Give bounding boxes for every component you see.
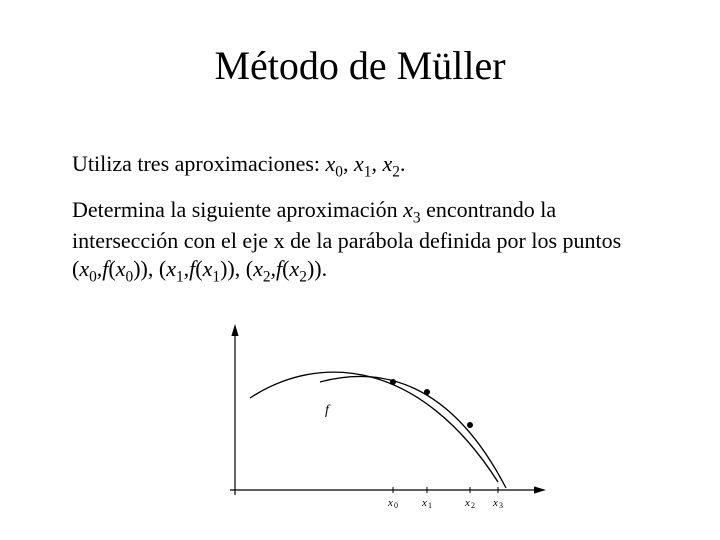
svg-text:0: 0 xyxy=(394,501,398,510)
p2-x0: x xyxy=(79,256,89,281)
svg-text:f: f xyxy=(325,403,331,418)
svg-text:3: 3 xyxy=(499,501,503,510)
p2-x3: x xyxy=(403,197,413,222)
p2-sep1: ), ( xyxy=(141,256,167,281)
body-text: Utiliza tres aproximaciones: x0, x1, x2.… xyxy=(72,150,648,300)
p2-o2: ( xyxy=(195,256,202,281)
p2-a: Determina la siguiente aproximación xyxy=(72,197,403,222)
p1-x1: x xyxy=(354,151,364,176)
svg-text:x: x xyxy=(387,497,393,509)
p1-s0: 0 xyxy=(335,163,343,180)
p2-c1: ) xyxy=(133,256,140,281)
p2-sep2: ), ( xyxy=(227,256,253,281)
p1-prefix: Utiliza tres aproximaciones: xyxy=(72,151,326,176)
p1-s2: 2 xyxy=(392,163,400,180)
muller-diagram: fx0x1x2x3 xyxy=(180,320,560,520)
p2-o1: ( xyxy=(108,256,115,281)
p2-s3: 3 xyxy=(413,209,421,226)
p2-x2: x xyxy=(253,256,263,281)
p2-x0b: x xyxy=(116,256,126,281)
svg-text:x: x xyxy=(421,497,427,509)
svg-text:x: x xyxy=(492,497,498,509)
p1-period: . xyxy=(400,151,406,176)
svg-text:1: 1 xyxy=(428,501,432,510)
p2-s2b: 2 xyxy=(299,268,307,285)
page-title: Método de Müller xyxy=(0,42,720,89)
p2-o3: ( xyxy=(282,256,289,281)
svg-text:x: x xyxy=(464,497,470,509)
p1-c2: , xyxy=(371,151,382,176)
p2-end: )). xyxy=(307,256,327,281)
paragraph-2: Determina la siguiente aproximación x3 e… xyxy=(72,196,648,287)
p1-x0: x xyxy=(326,151,336,176)
p2-s2a: 2 xyxy=(263,268,271,285)
p2-x2b: x xyxy=(290,256,300,281)
p1-x2: x xyxy=(382,151,392,176)
p2-s1b: 1 xyxy=(212,268,220,285)
p2-x1b: x xyxy=(203,256,213,281)
p2-x1: x xyxy=(166,256,176,281)
paragraph-1: Utiliza tres aproximaciones: x0, x1, x2. xyxy=(72,150,648,182)
p2-s0a: 0 xyxy=(89,268,97,285)
svg-text:2: 2 xyxy=(471,501,475,510)
p2-s1a: 1 xyxy=(176,268,184,285)
p1-c1: , xyxy=(343,151,354,176)
